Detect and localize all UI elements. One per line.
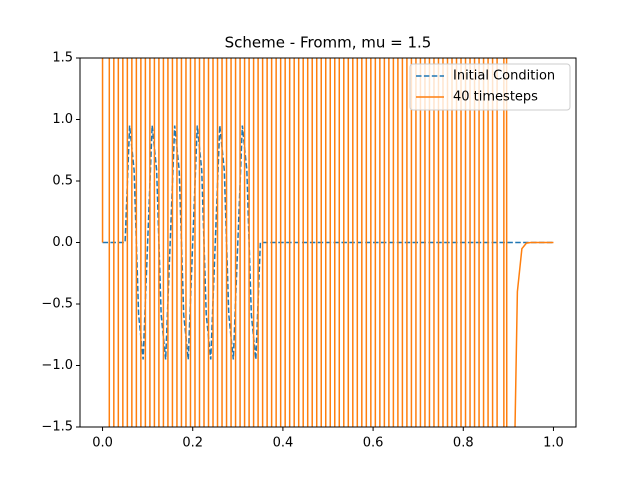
- data-line: [102, 125, 554, 360]
- y-tick-label: 0.0: [52, 235, 73, 250]
- y-tick-label: 1.5: [52, 51, 73, 66]
- x-tick-label: 0.4: [273, 436, 294, 451]
- x-tick-label: 1.0: [543, 436, 564, 451]
- plot-area: [103, 0, 554, 480]
- y-tick-label: 1.0: [52, 112, 73, 127]
- x-tick-label: 0.8: [453, 436, 474, 451]
- y-tick-label: −1.5: [41, 420, 73, 435]
- y-tick-label: −0.5: [41, 297, 73, 312]
- y-tick-label: 0.5: [52, 174, 73, 189]
- y-tick-label: −1.0: [41, 358, 73, 373]
- legend-label: 40 timesteps: [453, 90, 538, 105]
- legend-label: Initial Condition: [453, 69, 555, 84]
- x-tick-label: 0.2: [182, 436, 203, 451]
- x-tick-label: 0.0: [92, 436, 113, 451]
- x-tick-label: 0.6: [363, 436, 384, 451]
- chart-title: Scheme - Fromm, mu = 1.5: [225, 34, 432, 52]
- legend-box: [409, 63, 571, 111]
